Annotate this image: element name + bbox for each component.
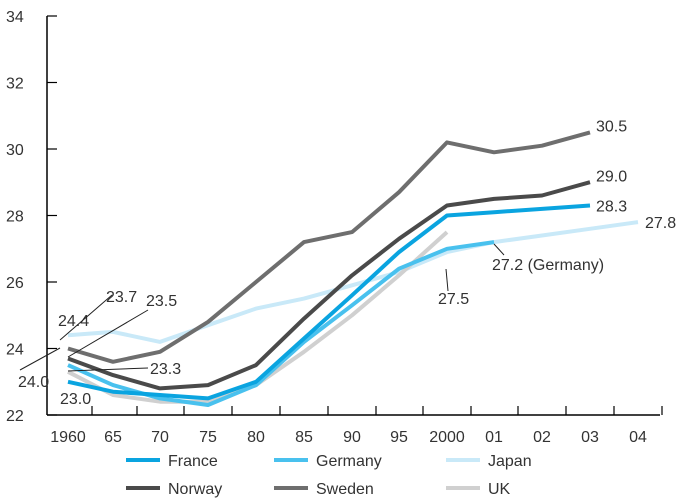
x-tick-label: 02 — [533, 429, 551, 446]
x-tick-label: 2000 — [429, 429, 465, 446]
x-tick-label: 65 — [104, 429, 122, 446]
legend: France Germany Japan Norway Sweden UK — [126, 453, 532, 498]
data-label-japan: 24.4 — [58, 313, 89, 330]
data-label-japan: 27.8 — [645, 215, 676, 232]
x-tick-label: 1960 — [50, 429, 86, 446]
y-tick-label: 22 — [6, 408, 24, 425]
leader-line — [59, 294, 113, 341]
series-line-france — [67, 203, 591, 401]
data-label-france: 28.3 — [596, 199, 627, 216]
leader-line — [19, 347, 61, 371]
data-label-norway: 23.7 — [106, 289, 137, 306]
series-line-sweden — [67, 130, 591, 364]
x-tick-label: 85 — [295, 429, 313, 446]
x-tick-label: 04 — [629, 429, 647, 446]
data-label-sweden: 30.5 — [596, 118, 627, 135]
y-tick-label: 26 — [6, 275, 24, 292]
y-tick-label: 32 — [6, 76, 24, 93]
x-tick-label: 70 — [151, 429, 169, 446]
legend-label-uk: UK — [488, 481, 511, 498]
data-labels: 30.5 29.0 28.3 27.8 27.5 27.2 (Germany) 24.4 23… — [18, 118, 676, 408]
x-tick-label: 03 — [581, 429, 599, 446]
x-tick-label: 01 — [485, 429, 503, 446]
leader-line — [493, 243, 505, 256]
series-lines — [67, 130, 639, 407]
x-tick-label: 75 — [199, 429, 217, 446]
leader-line — [67, 367, 149, 372]
leader-line — [67, 309, 149, 358]
series-line-japan — [67, 220, 639, 344]
leader-line — [445, 268, 449, 292]
x-tick-label: 80 — [247, 429, 265, 446]
series-line-norway — [67, 180, 591, 391]
legend-label-germany: Germany — [316, 453, 382, 470]
y-tick-label: 30 — [6, 142, 24, 159]
data-label-germany: 27.2 (Germany) — [492, 257, 604, 274]
axes: 22 24 26 28 30 32 34 1960 65 70 75 80 85 90 95 2000 01 02… — [6, 9, 663, 446]
legend-label-sweden: Sweden — [316, 481, 374, 498]
legend-label-norway: Norway — [168, 481, 222, 498]
data-label-germany: 23.5 — [146, 293, 177, 310]
data-label-norway: 29.0 — [596, 168, 627, 185]
data-label-uk: 27.5 — [438, 291, 469, 308]
legend-label-japan: Japan — [488, 453, 532, 470]
data-label-uk: 23.3 — [150, 361, 181, 378]
x-tick-label: 95 — [390, 429, 408, 446]
y-tick-label: 28 — [6, 209, 24, 226]
data-label-sweden: 24.0 — [18, 374, 49, 391]
y-tick-label: 34 — [6, 9, 24, 26]
data-label-france: 23.0 — [60, 391, 91, 408]
x-tick-label: 90 — [343, 429, 361, 446]
legend-label-france: France — [168, 453, 218, 470]
y-tick-label: 24 — [6, 342, 24, 359]
